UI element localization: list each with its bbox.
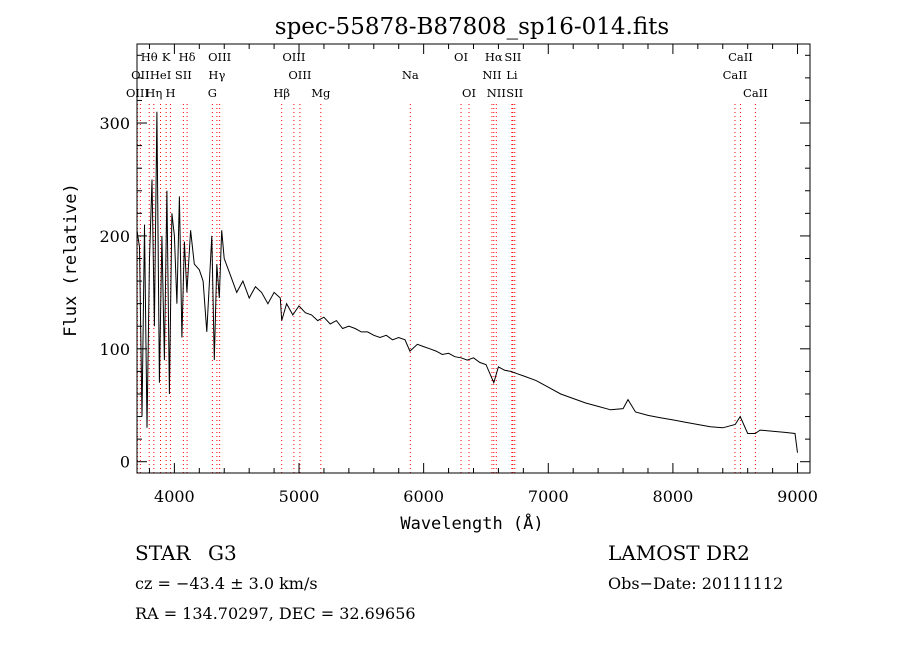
line-label: Hβ (273, 86, 290, 100)
y-tick-label: 200 (99, 227, 130, 246)
object-subclass: G3 (208, 541, 237, 565)
line-label: CaII (728, 50, 753, 64)
line-label: OIII (282, 50, 305, 64)
chart-title: spec-55878-B87808_sp16-014.fits (275, 14, 669, 40)
line-label: SII (175, 68, 192, 82)
line-label: OIII (208, 50, 231, 64)
line-label: G (208, 86, 217, 100)
x-tick-label: 6000 (403, 487, 444, 506)
line-label: Hα (485, 50, 503, 64)
line-label: Hδ (179, 50, 196, 64)
line-label: CaII (723, 68, 748, 82)
x-tick-label: 7000 (528, 487, 569, 506)
line-label: Na (402, 68, 419, 82)
y-tick-label: 0 (120, 453, 130, 472)
line-label: CaII (743, 86, 768, 100)
plot-frame (136, 43, 811, 474)
line-label: OIII (288, 68, 311, 82)
flux-series-line (136, 111, 798, 453)
y-tick-label: 100 (99, 340, 130, 359)
line-label: SII (504, 50, 521, 64)
x-axis-label: Wavelength (Å) (400, 512, 543, 534)
x-axis-ticks: 4000 5000 6000 7000 8000 9000 (148, 44, 818, 506)
line-label: K (162, 50, 171, 64)
x-tick-label: 4000 (154, 487, 195, 506)
line-label: Hθ (141, 50, 158, 64)
line-label: HeI (150, 68, 171, 82)
redshift-velocity: cz = −43.4 ± 3.0 km/s (135, 574, 318, 593)
line-label: NII (482, 68, 501, 82)
line-label: Li (506, 68, 518, 82)
line-label: Hη (145, 86, 162, 100)
object-class: STAR (135, 541, 191, 565)
line-label: OI (454, 50, 468, 64)
survey-name: LAMOST DR2 (608, 541, 750, 565)
line-label: SII (506, 86, 523, 100)
y-tick-label: 300 (99, 114, 130, 133)
coordinates: RA = 134.70297, DEC = 32.69656 (135, 604, 416, 623)
x-tick-label: 5000 (279, 487, 320, 506)
line-label: Mg (311, 86, 331, 100)
line-label: NII (487, 86, 506, 100)
observation-date: Obs−Date: 20111112 (608, 574, 783, 593)
line-label: OI (462, 86, 476, 100)
line-label: Hγ (208, 68, 225, 82)
line-label: H (166, 86, 176, 100)
y-axis-label: Flux (relative) (61, 183, 81, 337)
y-axis-ticks: 0 100 200 300 (99, 54, 810, 472)
x-tick-label: 8000 (653, 487, 694, 506)
x-tick-label: 9000 (777, 487, 818, 506)
line-label: OII (131, 68, 150, 82)
